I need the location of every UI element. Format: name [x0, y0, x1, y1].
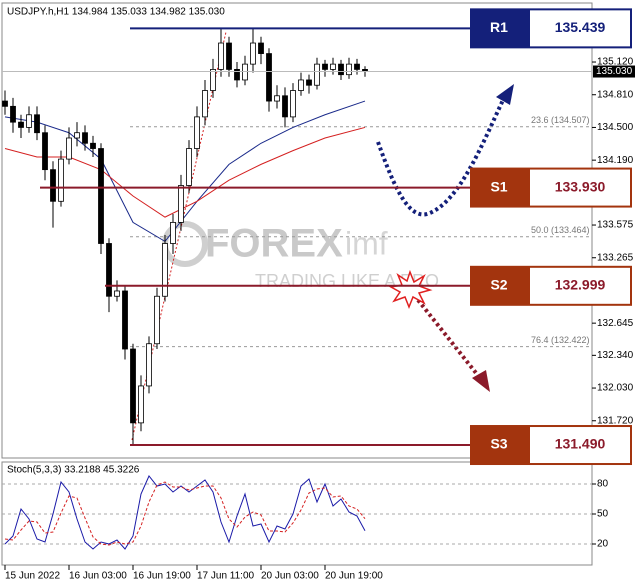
- level-name: R1: [490, 19, 508, 35]
- candle-body: [282, 95, 288, 118]
- level-name-box: [470, 8, 528, 49]
- y-tick-label: 132.030: [597, 383, 634, 394]
- x-tick-label: 16 Jun 19:00: [133, 571, 191, 582]
- candle-body: [242, 63, 248, 81]
- level-name: S1: [490, 178, 507, 194]
- x-tick-label: 20 Jun 19:00: [325, 571, 383, 582]
- candle-body: [42, 132, 48, 171]
- candle-body: [234, 69, 240, 81]
- candle-body: [138, 385, 144, 424]
- candle-body: [210, 69, 216, 91]
- fib-label: 23.6 (134.507): [531, 115, 590, 125]
- candle-body: [130, 348, 136, 424]
- candle-body: [10, 105, 16, 123]
- watermark: FOREX imf TRADING LIKE A PRO: [162, 221, 439, 291]
- level-value-box: [528, 265, 632, 306]
- candle-body: [122, 290, 128, 350]
- candle-body: [2, 100, 8, 107]
- y-tick-label: 131.720: [597, 415, 634, 426]
- candle-body: [338, 63, 344, 76]
- candle-body: [26, 114, 32, 128]
- candle-body: [274, 95, 280, 102]
- forecast-down-path: [416, 298, 482, 380]
- candle-body: [226, 42, 232, 70]
- level-name-box: [470, 425, 528, 466]
- breakout-burst: [388, 269, 433, 310]
- level-name: S2: [490, 277, 507, 293]
- level-value-box: [528, 425, 632, 466]
- candle-body: [314, 63, 320, 86]
- level-value: 133.930: [555, 178, 606, 194]
- candle-body: [202, 90, 208, 118]
- candle-body: [146, 343, 152, 387]
- x-tick-label: 15 Jun 2022: [5, 571, 60, 582]
- candle-body: [194, 116, 200, 149]
- y-tick-label: 132.340: [597, 350, 634, 361]
- candle-body: [218, 42, 224, 70]
- current-price-box: [593, 65, 635, 78]
- x-tick-label: 20 Jun 03:00: [261, 571, 319, 582]
- candle-body: [306, 79, 312, 86]
- level-name-box: [470, 167, 528, 208]
- stoch-line: [4, 481, 366, 546]
- x-tick-label: 16 Jun 03:00: [69, 571, 127, 582]
- y-tick-label: 133.575: [597, 220, 634, 231]
- y-tick-label: 132.645: [597, 318, 634, 329]
- level-name: S3: [490, 436, 507, 452]
- fib-label: 76.4 (132.422): [531, 335, 590, 345]
- y-tick-label: 134.810: [597, 89, 634, 100]
- y-tick-label: 80: [597, 479, 609, 490]
- forecast-down-arrowhead: [472, 370, 490, 392]
- y-tick-label: 50: [597, 509, 609, 520]
- level-value: 132.999: [555, 277, 606, 293]
- candle-body: [162, 243, 168, 297]
- candle-body: [346, 63, 352, 76]
- candle-body: [90, 142, 96, 149]
- candle-body: [106, 243, 112, 297]
- main-panel-frame: [1, 2, 593, 459]
- candle-body: [58, 158, 64, 202]
- candle-body: [178, 185, 184, 223]
- candle-body: [290, 90, 296, 118]
- forecast-up-arrowhead: [496, 84, 514, 105]
- candle-body: [186, 148, 192, 186]
- x-tick-label: 17 Jun 11:00: [197, 571, 255, 582]
- candle-body: [114, 290, 120, 297]
- candle-body: [154, 295, 160, 345]
- watermark-suffix: imf: [345, 225, 388, 261]
- watermark-brand: FOREX: [205, 222, 343, 266]
- candle-body: [34, 114, 40, 134]
- candle-body: [82, 132, 88, 144]
- candle-body: [74, 132, 80, 139]
- chart-title: USDJPY.h,H1 134.984 135.033 134.982 135.…: [7, 7, 225, 18]
- y-tick-label: 134.500: [597, 122, 634, 133]
- candle-body: [170, 221, 176, 244]
- level-name-box: [470, 265, 528, 306]
- fib-label: 50.0 (133.464): [531, 225, 590, 235]
- candle-body: [50, 169, 56, 202]
- candle-body: [66, 137, 72, 160]
- level-value-box: [528, 8, 632, 49]
- candle-body: [330, 63, 336, 70]
- candle-body: [258, 42, 264, 54]
- level-value-box: [528, 167, 632, 208]
- stoch-line: [4, 475, 366, 550]
- candle-body: [18, 121, 24, 128]
- stoch-title: Stoch(5,3,3) 33.2188 45.3226: [7, 465, 140, 476]
- level-value: 131.490: [555, 436, 606, 452]
- candle-body: [266, 53, 272, 102]
- candle-body: [98, 148, 104, 244]
- forecast-up-path: [376, 99, 505, 217]
- y-tick-label: 20: [597, 539, 609, 550]
- candle-body: [298, 79, 304, 91]
- y-tick-label: 134.190: [597, 155, 634, 166]
- y-tick-label: 133.265: [597, 252, 634, 263]
- level-value: 135.439: [555, 19, 606, 35]
- candle-body: [250, 42, 256, 65]
- y-tick-label: 135.120: [597, 57, 634, 68]
- current-price-label: 135.030: [596, 66, 633, 77]
- candle-body: [322, 63, 328, 70]
- candle-body: [354, 63, 360, 70]
